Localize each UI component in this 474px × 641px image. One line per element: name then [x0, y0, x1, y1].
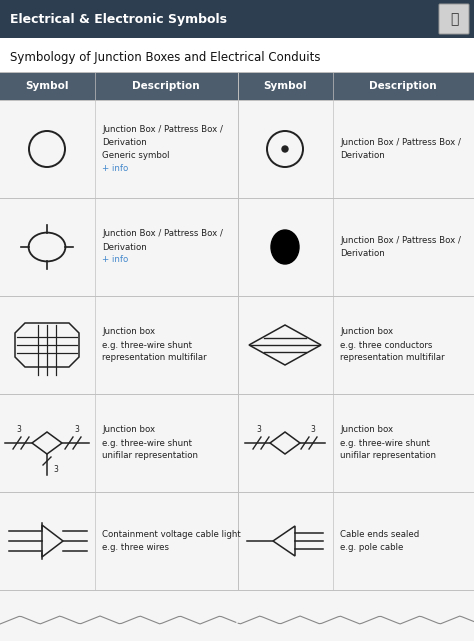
Text: 3: 3	[310, 425, 315, 434]
Text: e.g. three conductors: e.g. three conductors	[340, 340, 432, 349]
Text: 3: 3	[17, 425, 21, 434]
Text: Junction box: Junction box	[102, 328, 155, 337]
Text: unifilar representation: unifilar representation	[102, 451, 198, 460]
Bar	[238, 72, 333, 100]
Text: Junction Box / Pattress Box /: Junction Box / Pattress Box /	[340, 236, 461, 245]
Text: Junction Box / Pattress Box /: Junction Box / Pattress Box /	[102, 125, 223, 134]
Text: e.g. three wires: e.g. three wires	[102, 543, 169, 552]
Text: Symbology of Junction Boxes and Electrical Conduits: Symbology of Junction Boxes and Electric…	[10, 51, 320, 65]
Bar	[0, 590, 474, 641]
Text: 3: 3	[53, 465, 58, 474]
Ellipse shape	[271, 230, 299, 264]
Text: Junction box: Junction box	[340, 328, 393, 337]
Bar	[0, 394, 474, 492]
Text: representation multifilar: representation multifilar	[340, 353, 445, 363]
Text: e.g. three-wire shunt: e.g. three-wire shunt	[102, 340, 192, 349]
Bar	[0, 100, 474, 198]
Text: Derivation: Derivation	[102, 242, 147, 251]
Text: unifilar representation: unifilar representation	[340, 451, 436, 460]
Text: Generic symbol: Generic symbol	[102, 151, 170, 160]
Text: + info: + info	[102, 256, 128, 265]
Text: Symbol: Symbol	[25, 81, 69, 91]
Text: Junction Box / Pattress Box /: Junction Box / Pattress Box /	[340, 138, 461, 147]
Bar	[0, 0, 474, 38]
Text: Description: Description	[132, 81, 200, 91]
Text: e.g. pole cable: e.g. pole cable	[340, 543, 403, 552]
Text: Derivation: Derivation	[340, 151, 385, 160]
Text: representation multifilar: representation multifilar	[102, 353, 207, 363]
Text: Electrical & Electronic Symbols: Electrical & Electronic Symbols	[10, 13, 227, 26]
Text: Description: Description	[369, 81, 437, 91]
Text: Containment voltage cable light: Containment voltage cable light	[102, 530, 241, 539]
Circle shape	[282, 146, 288, 152]
Bar	[0, 492, 474, 590]
Text: Junction box: Junction box	[340, 426, 393, 435]
Text: Junction Box / Pattress Box /: Junction Box / Pattress Box /	[102, 229, 223, 238]
Text: e.g. three-wire shunt: e.g. three-wire shunt	[340, 438, 430, 447]
Text: Symbol: Symbol	[263, 81, 307, 91]
Text: Derivation: Derivation	[102, 138, 147, 147]
Text: Cable ends sealed: Cable ends sealed	[340, 530, 419, 539]
Text: Junction box: Junction box	[102, 426, 155, 435]
Text: 3: 3	[74, 425, 80, 434]
Text: e.g. three-wire shunt: e.g. three-wire shunt	[102, 438, 192, 447]
FancyBboxPatch shape	[439, 4, 469, 34]
Bar	[0, 198, 474, 296]
Text: + info: + info	[102, 164, 128, 173]
Bar	[0, 296, 474, 394]
Text: ⌕: ⌕	[450, 12, 458, 26]
Text: 3: 3	[256, 425, 262, 434]
Bar	[0, 72, 474, 100]
Text: Derivation: Derivation	[340, 249, 385, 258]
